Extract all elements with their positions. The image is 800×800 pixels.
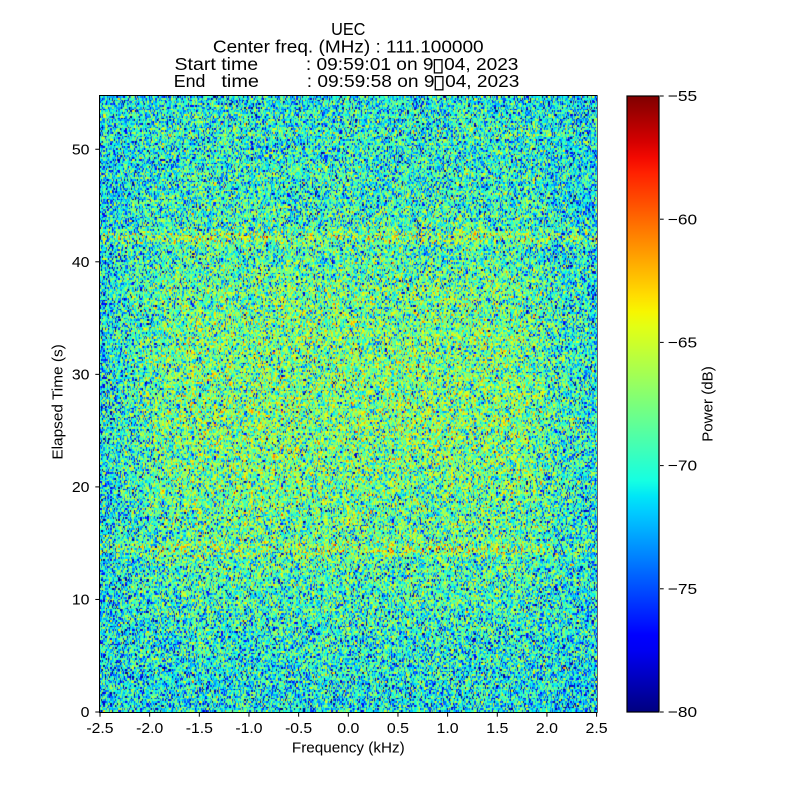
svg-text:Center freq. (MHz) : 111.10000: Center freq. (MHz) : 111.100000 xyxy=(213,36,484,56)
svg-text:-2.0: -2.0 xyxy=(136,720,163,737)
svg-text:-1.5: -1.5 xyxy=(186,720,213,737)
svg-text:20: 20 xyxy=(72,479,90,496)
svg-text:−75: −75 xyxy=(668,581,697,598)
svg-text:Frequency (kHz): Frequency (kHz) xyxy=(292,740,405,757)
svg-text:0: 0 xyxy=(81,704,90,721)
svg-text:0.0: 0.0 xyxy=(337,720,359,737)
svg-text:04, 2023: 04, 2023 xyxy=(444,54,518,74)
svg-text:50: 50 xyxy=(72,141,90,158)
svg-text:2.0: 2.0 xyxy=(536,720,558,737)
svg-text:−60: −60 xyxy=(668,211,697,228)
svg-text:1.5: 1.5 xyxy=(486,720,508,737)
svg-text:10: 10 xyxy=(72,592,90,609)
svg-text:Start time: Start time xyxy=(175,54,259,74)
svg-text:: 09:59:58 on 9: : 09:59:58 on 9 xyxy=(307,71,435,91)
svg-text:time: time xyxy=(221,71,259,91)
svg-text:40: 40 xyxy=(72,254,90,271)
svg-text:UEC: UEC xyxy=(331,19,365,39)
svg-text:2.5: 2.5 xyxy=(586,720,608,737)
svg-text:04, 2023: 04, 2023 xyxy=(445,71,519,91)
svg-text:-2.5: -2.5 xyxy=(86,720,113,737)
svg-text:−80: −80 xyxy=(668,704,697,721)
svg-text:1.0: 1.0 xyxy=(437,720,459,737)
svg-text:-0.5: -0.5 xyxy=(285,720,312,737)
svg-text:: 09:59:01 on 9: : 09:59:01 on 9 xyxy=(306,54,434,74)
svg-text:Elapsed Time (s): Elapsed Time (s) xyxy=(49,344,66,459)
svg-text:−55: −55 xyxy=(668,88,697,105)
svg-text:End: End xyxy=(174,71,206,91)
svg-text:Power (dB): Power (dB) xyxy=(700,366,717,442)
svg-text:−70: −70 xyxy=(668,458,697,475)
svg-text:30: 30 xyxy=(72,366,90,383)
svg-text:−65: −65 xyxy=(668,334,697,351)
svg-text:-1.0: -1.0 xyxy=(235,720,262,737)
svg-text:0.5: 0.5 xyxy=(387,720,409,737)
